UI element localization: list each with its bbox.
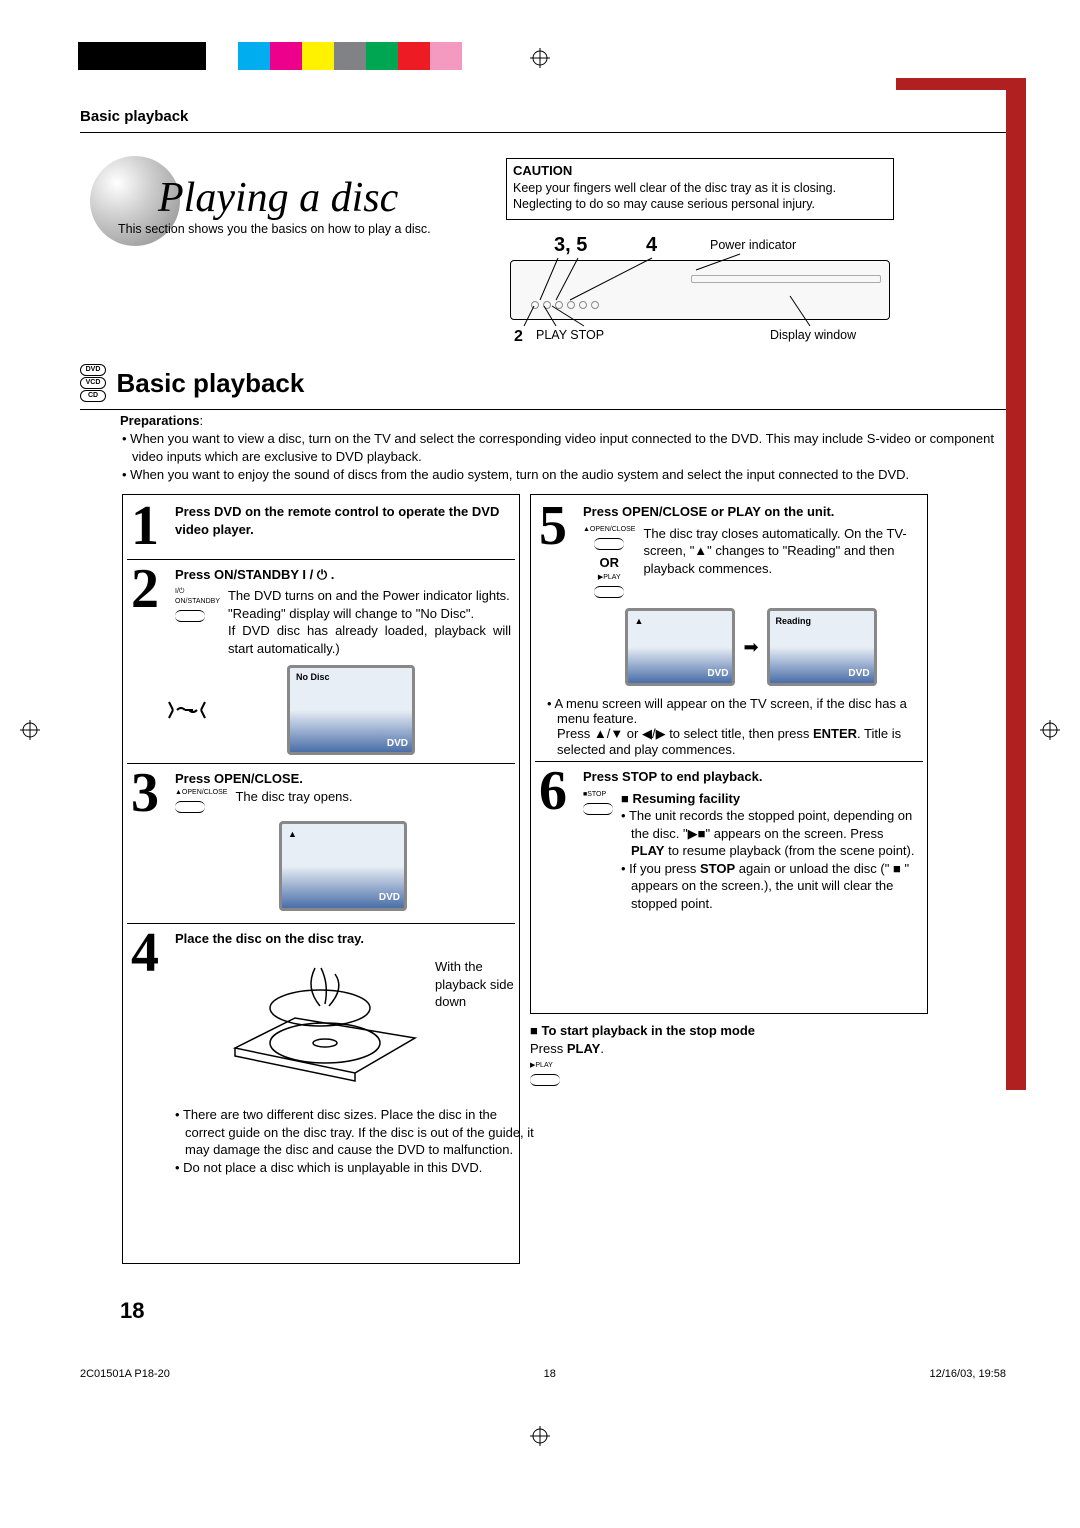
caution-box: CAUTION Keep your fingers well clear of … xyxy=(506,158,894,220)
power-light-icon xyxy=(167,690,207,730)
hero-title: Playing a disc xyxy=(158,174,398,222)
footer-pg: 18 xyxy=(544,1368,556,1380)
device-diagram: 3, 5 4 Power indicator 2 PLAY STOP Displ… xyxy=(510,228,896,348)
section-header: DVD VCD CD Basic playback xyxy=(80,364,1006,410)
standby-button-icon xyxy=(175,610,205,622)
prep-item: When you want to view a disc, turn on th… xyxy=(122,430,1002,466)
right-steps-box: 5 Press OPEN/CLOSE or PLAY on the unit. … xyxy=(530,494,928,1014)
page-number: 18 xyxy=(120,1298,144,1324)
caution-body: Keep your fingers well clear of the disc… xyxy=(513,180,887,213)
tv-thumb-open: ▲DVD xyxy=(279,821,407,911)
prep-item: When you want to enjoy the sound of disc… xyxy=(122,466,1002,484)
breadcrumb: Basic playback xyxy=(80,108,188,125)
arrow-icon: ➡ xyxy=(743,635,758,659)
tv-thumb-eject: ▲DVD xyxy=(625,608,735,686)
open-close-button-icon xyxy=(175,801,205,813)
tv-thumb-nodisc: No DiscDVD xyxy=(287,665,415,755)
hero-intro: This section shows you the basics on how… xyxy=(118,222,431,236)
lbl-display-window: Display window xyxy=(770,328,856,342)
red-stripe-top xyxy=(896,78,1026,90)
reg-mark-left xyxy=(20,720,40,740)
stop-mode-note: ■ To start playback in the stop mode Pre… xyxy=(530,1022,924,1088)
step-1: 1 Press DVD on the remote control to ope… xyxy=(127,499,515,555)
color-bar xyxy=(78,42,462,70)
left-steps-box: 1 Press DVD on the remote control to ope… xyxy=(122,494,520,1264)
play-button-icon xyxy=(530,1074,560,1086)
step-4: 4 Place the disc on the disc tray. xyxy=(127,926,515,1180)
caution-title: CAUTION xyxy=(513,163,887,180)
lbl-2: 2 xyxy=(514,328,523,346)
disc-badges: DVD VCD CD xyxy=(80,364,106,403)
stop-button-icon xyxy=(583,803,613,815)
lbl-play-stop: PLAY STOP xyxy=(536,328,604,342)
footer-docid: 2C01501A P18-20 xyxy=(80,1368,170,1380)
footer: 2C01501A P18-20 18 12/16/03, 19:58 xyxy=(80,1368,1006,1380)
section-name: Basic playback xyxy=(116,368,304,399)
step-6: 6 Press STOP to end playback. ■STOP ■ Re… xyxy=(535,764,923,916)
preparations: Preparations: When you want to view a di… xyxy=(120,412,1002,484)
preps-title: Preparations xyxy=(120,413,199,428)
open-close-button-icon xyxy=(594,538,624,550)
reg-mark-bottom xyxy=(530,1426,550,1446)
disc-illustration xyxy=(225,958,425,1098)
step-2: 2 Press ON/STANDBY I / ⏻ . I/⏻ ON/STANDB… xyxy=(127,562,515,662)
step-5: 5 Press OPEN/CLOSE or PLAY on the unit. … xyxy=(535,499,923,690)
page-frame: Basic playback Playing a disc This secti… xyxy=(54,78,1026,1386)
reg-mark-right xyxy=(1040,720,1060,740)
red-stripe-side xyxy=(1006,90,1026,1090)
tv-thumb-reading: ReadingDVD xyxy=(767,608,877,686)
reg-mark-top xyxy=(530,48,550,68)
play-button-icon xyxy=(594,586,624,598)
header-rule xyxy=(80,132,1006,133)
footer-date: 12/16/03, 19:58 xyxy=(930,1368,1006,1380)
step-3: 3 Press OPEN/CLOSE. ▲OPEN/CLOSE The disc… xyxy=(127,766,515,919)
